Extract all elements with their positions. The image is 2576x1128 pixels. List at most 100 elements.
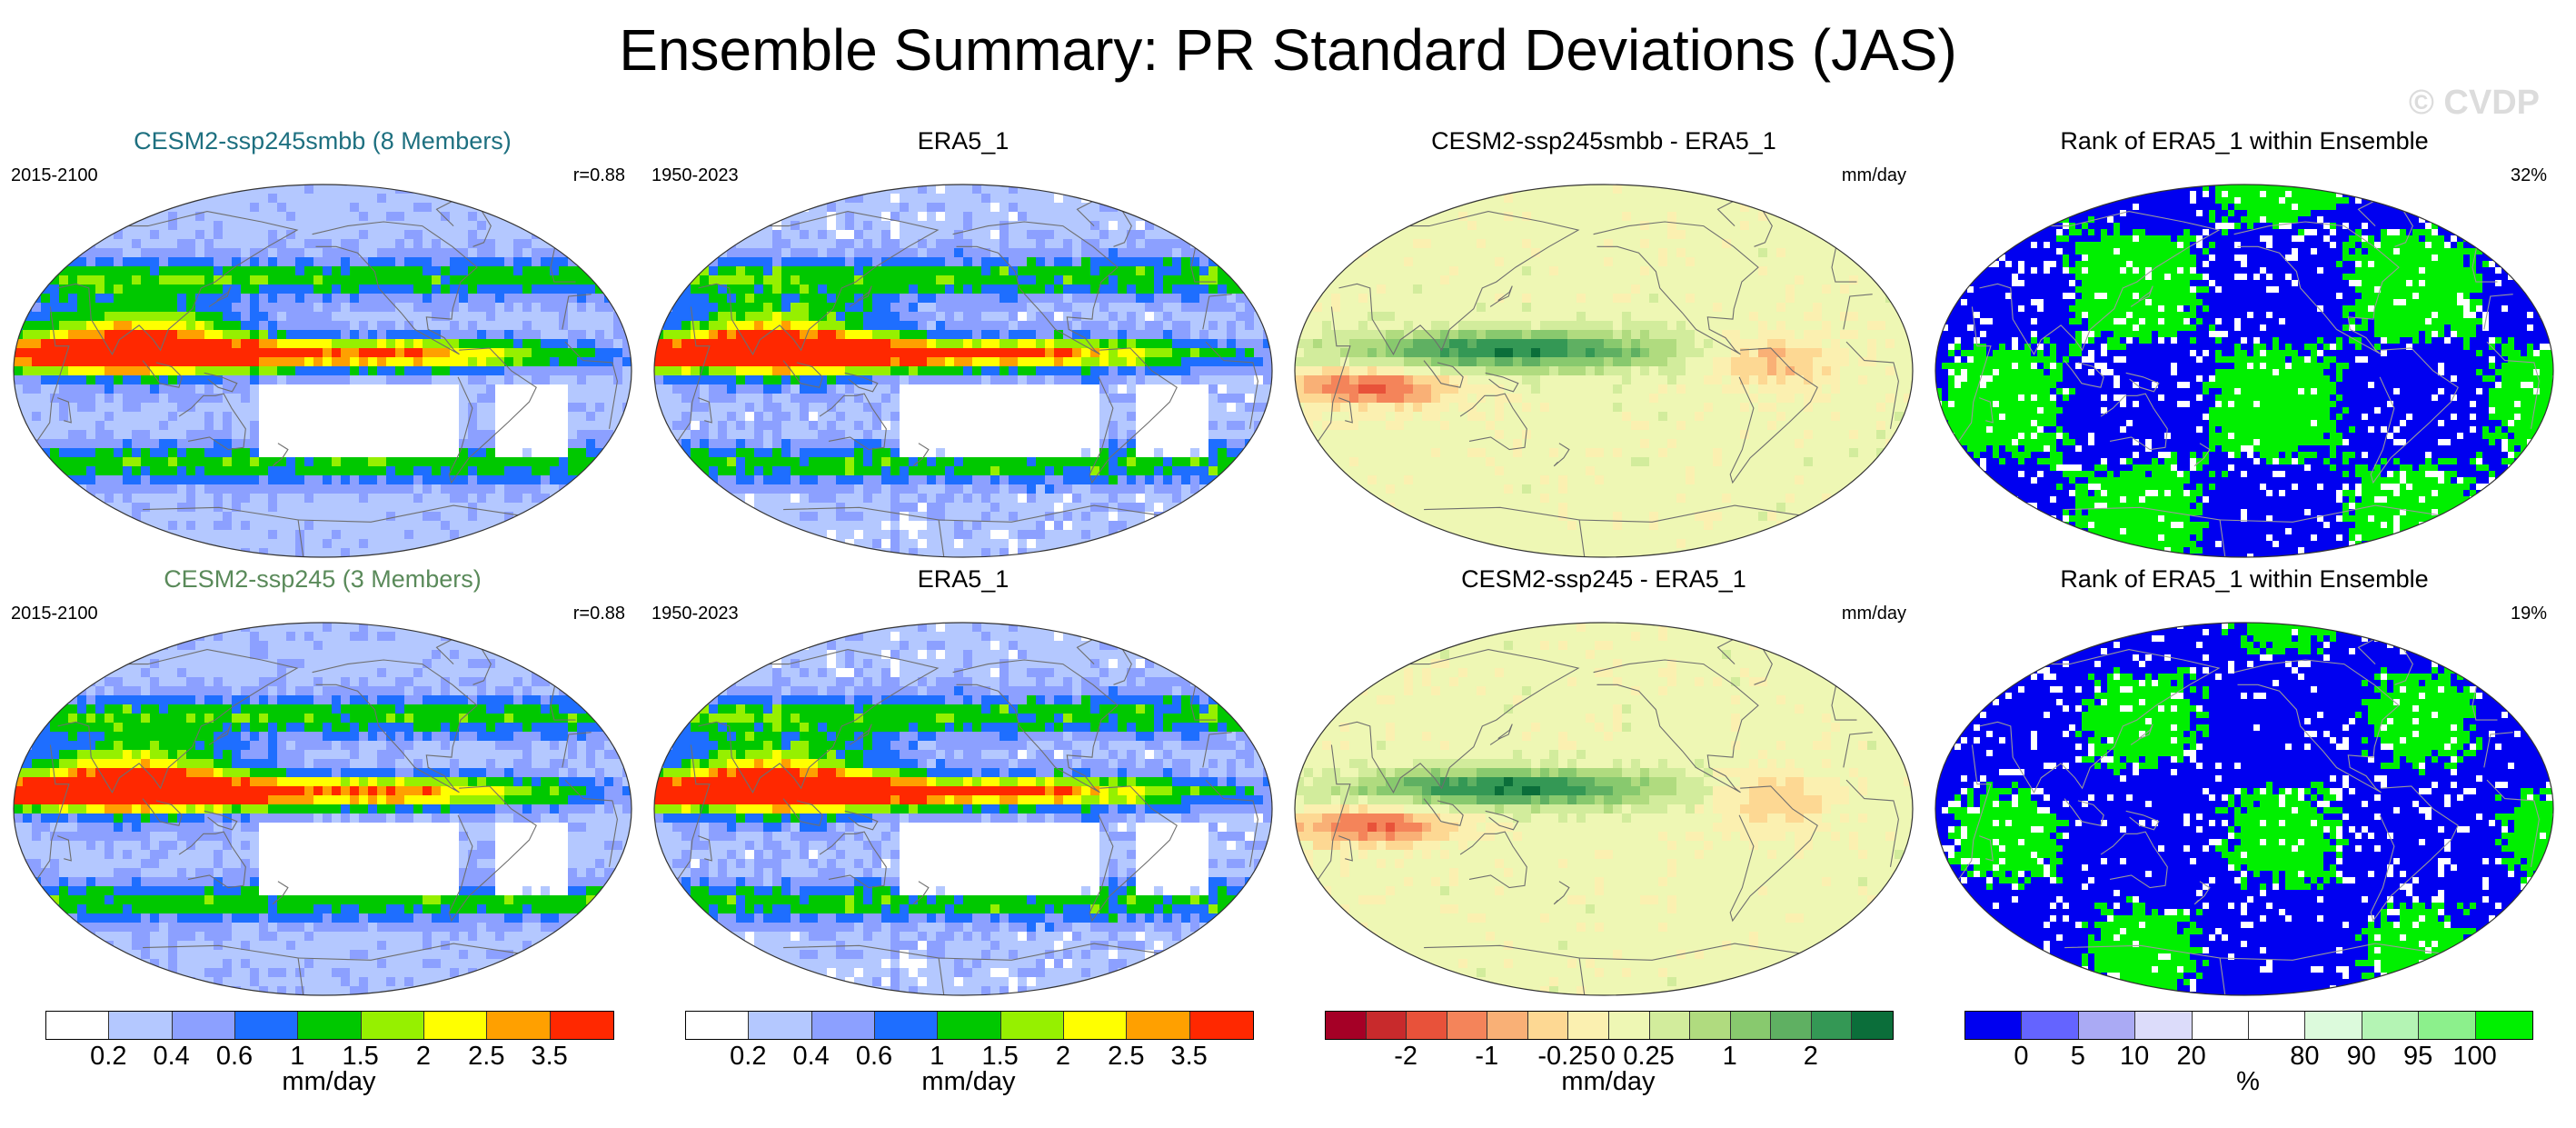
- map-border: [1934, 184, 2554, 558]
- map-field: [1935, 185, 2553, 557]
- period-label: 1950-2023: [651, 604, 739, 624]
- panel-title: CESM2-ssp245 (3 Members): [9, 565, 636, 594]
- colorbar-label: 3.5: [531, 1042, 567, 1072]
- colorbar-units: %: [2236, 1067, 2260, 1097]
- map-border: [653, 184, 1273, 558]
- colorbar-units: mm/day: [1561, 1067, 1655, 1097]
- colorbar-swatch: [1771, 1012, 1812, 1039]
- map-field: [1295, 185, 1913, 557]
- map-border: [13, 622, 632, 996]
- colorbar-swatch: [1852, 1012, 1893, 1039]
- colorbar-label: -2: [1394, 1042, 1417, 1072]
- colorbar-swatch: [487, 1012, 551, 1039]
- colorbar-swatch: [109, 1012, 173, 1039]
- panel-diff-row1: CESM2-ssp245smbb - ERA5_1 mm/day: [1290, 127, 1917, 564]
- coastlines: [35, 200, 618, 557]
- colorbar-swatch: [2475, 1012, 2532, 1039]
- colorbar-rank: [1964, 1011, 2533, 1040]
- panel-obs-std-row1: ERA5_1 1950-2023: [650, 127, 1277, 564]
- panel-model-std-row1: CESM2-ssp245smbb (8 Members) 2015-2100 r…: [9, 127, 636, 564]
- colorbar-std-obs: [685, 1011, 1254, 1040]
- colorbar-label: 3.5: [1170, 1042, 1207, 1072]
- colorbar-swatch: [1649, 1012, 1691, 1039]
- colorbar-std-model: [45, 1011, 614, 1040]
- panel-title: CESM2-ssp245smbb - ERA5_1: [1290, 127, 1917, 155]
- colorbar-swatch: [1527, 1012, 1569, 1039]
- panel-title: Rank of ERA5_1 within Ensemble: [1931, 565, 2558, 594]
- panel-title: CESM2-ssp245 - ERA5_1: [1290, 565, 1917, 594]
- map-field: [1295, 623, 1913, 995]
- colorbar-label: 0.6: [856, 1042, 892, 1072]
- colorbar-swatch: [1447, 1012, 1488, 1039]
- colorbar-label: -0.25: [1537, 1042, 1597, 1072]
- panel-diff-row2: CESM2-ssp245 - ERA5_1 mm/day: [1290, 565, 1917, 1002]
- map-border: [1294, 622, 1914, 996]
- colorbar-swatch: [2022, 1012, 2079, 1039]
- colorbar-swatch: [361, 1012, 424, 1039]
- colorbar-label: 1: [930, 1042, 944, 1072]
- colorbar-swatch: [423, 1012, 488, 1039]
- colorbar-swatch: [2362, 1012, 2420, 1039]
- std-map: [653, 184, 1273, 558]
- std-map: [653, 622, 1273, 996]
- colorbar-swatch: [811, 1012, 875, 1039]
- colorbar-swatch: [1608, 1012, 1650, 1039]
- colorbar-label: 0.2: [90, 1042, 126, 1072]
- panel-obs-std-row2: ERA5_1 1950-2023: [650, 565, 1277, 1002]
- colorbar-swatch: [172, 1012, 235, 1039]
- colorbar-label: 1: [290, 1042, 304, 1072]
- diff-map: [1294, 184, 1914, 558]
- colorbar-swatch: [1189, 1012, 1253, 1039]
- colorbar-swatch: [686, 1012, 750, 1039]
- map-field: [654, 185, 1272, 557]
- colorbar-label: 0.4: [153, 1042, 189, 1072]
- colorbar-label: 0.2: [730, 1042, 766, 1072]
- colorbar-label: 10: [2120, 1042, 2149, 1072]
- colorbar-label: 2: [416, 1042, 431, 1072]
- colorbar-label: 2: [1804, 1042, 1818, 1072]
- colorbar-swatch: [1127, 1012, 1190, 1039]
- colorbar-units: mm/day: [282, 1067, 375, 1097]
- period-label: 2015-2100: [11, 604, 98, 624]
- colorbar-swatch: [1366, 1012, 1407, 1039]
- colorbar-swatch: [2419, 1012, 2476, 1039]
- colorbar-swatch: [1487, 1012, 1528, 1039]
- figure-title: Ensemble Summary: PR Standard Deviations…: [0, 16, 2576, 84]
- colorbar-swatch: [1690, 1012, 1731, 1039]
- coastlines: [1956, 638, 2540, 995]
- colorbar-label: 5: [2071, 1042, 2085, 1072]
- rank-map: [1934, 622, 2554, 996]
- colorbar-swatch: [2192, 1012, 2249, 1039]
- rank-percent: 19%: [2511, 604, 2547, 624]
- colorbar-swatch: [2305, 1012, 2362, 1039]
- colorbar-label: 0.6: [216, 1042, 253, 1072]
- pattern-correlation: r=0.88: [573, 165, 625, 186]
- colorbar-swatch: [874, 1012, 939, 1039]
- cvdp-watermark: © CVDP: [2409, 84, 2540, 123]
- std-map: [13, 622, 632, 996]
- units-label: mm/day: [1842, 604, 1906, 624]
- map-border: [1294, 184, 1914, 558]
- colorbar-label: 2.5: [1108, 1042, 1144, 1072]
- colorbar-label: -1: [1475, 1042, 1498, 1072]
- coastlines: [1316, 200, 1899, 557]
- colorbar-label: 100: [2452, 1042, 2496, 1072]
- colorbar-swatch: [2135, 1012, 2193, 1039]
- map-border: [1934, 622, 2554, 996]
- colorbar-label: 1: [1723, 1042, 1737, 1072]
- colorbar-swatch: [1965, 1012, 2023, 1039]
- colorbar-label: 80: [2290, 1042, 2319, 1072]
- colorbar-difference: [1325, 1011, 1894, 1040]
- colorbar-label: 0: [1601, 1042, 1616, 1072]
- colorbar-label: 90: [2347, 1042, 2376, 1072]
- colorbar-swatch: [1063, 1012, 1128, 1039]
- colorbar-swatch: [749, 1012, 812, 1039]
- rank-percent: 32%: [2511, 165, 2547, 186]
- std-map: [13, 184, 632, 558]
- colorbar-swatch: [46, 1012, 110, 1039]
- colorbar-swatch: [550, 1012, 613, 1039]
- units-label: mm/day: [1842, 165, 1906, 186]
- colorbar-label: 95: [2403, 1042, 2432, 1072]
- colorbar-label: 0.4: [792, 1042, 829, 1072]
- panel-model-std-row2: CESM2-ssp245 (3 Members) 2015-2100 r=0.8…: [9, 565, 636, 1002]
